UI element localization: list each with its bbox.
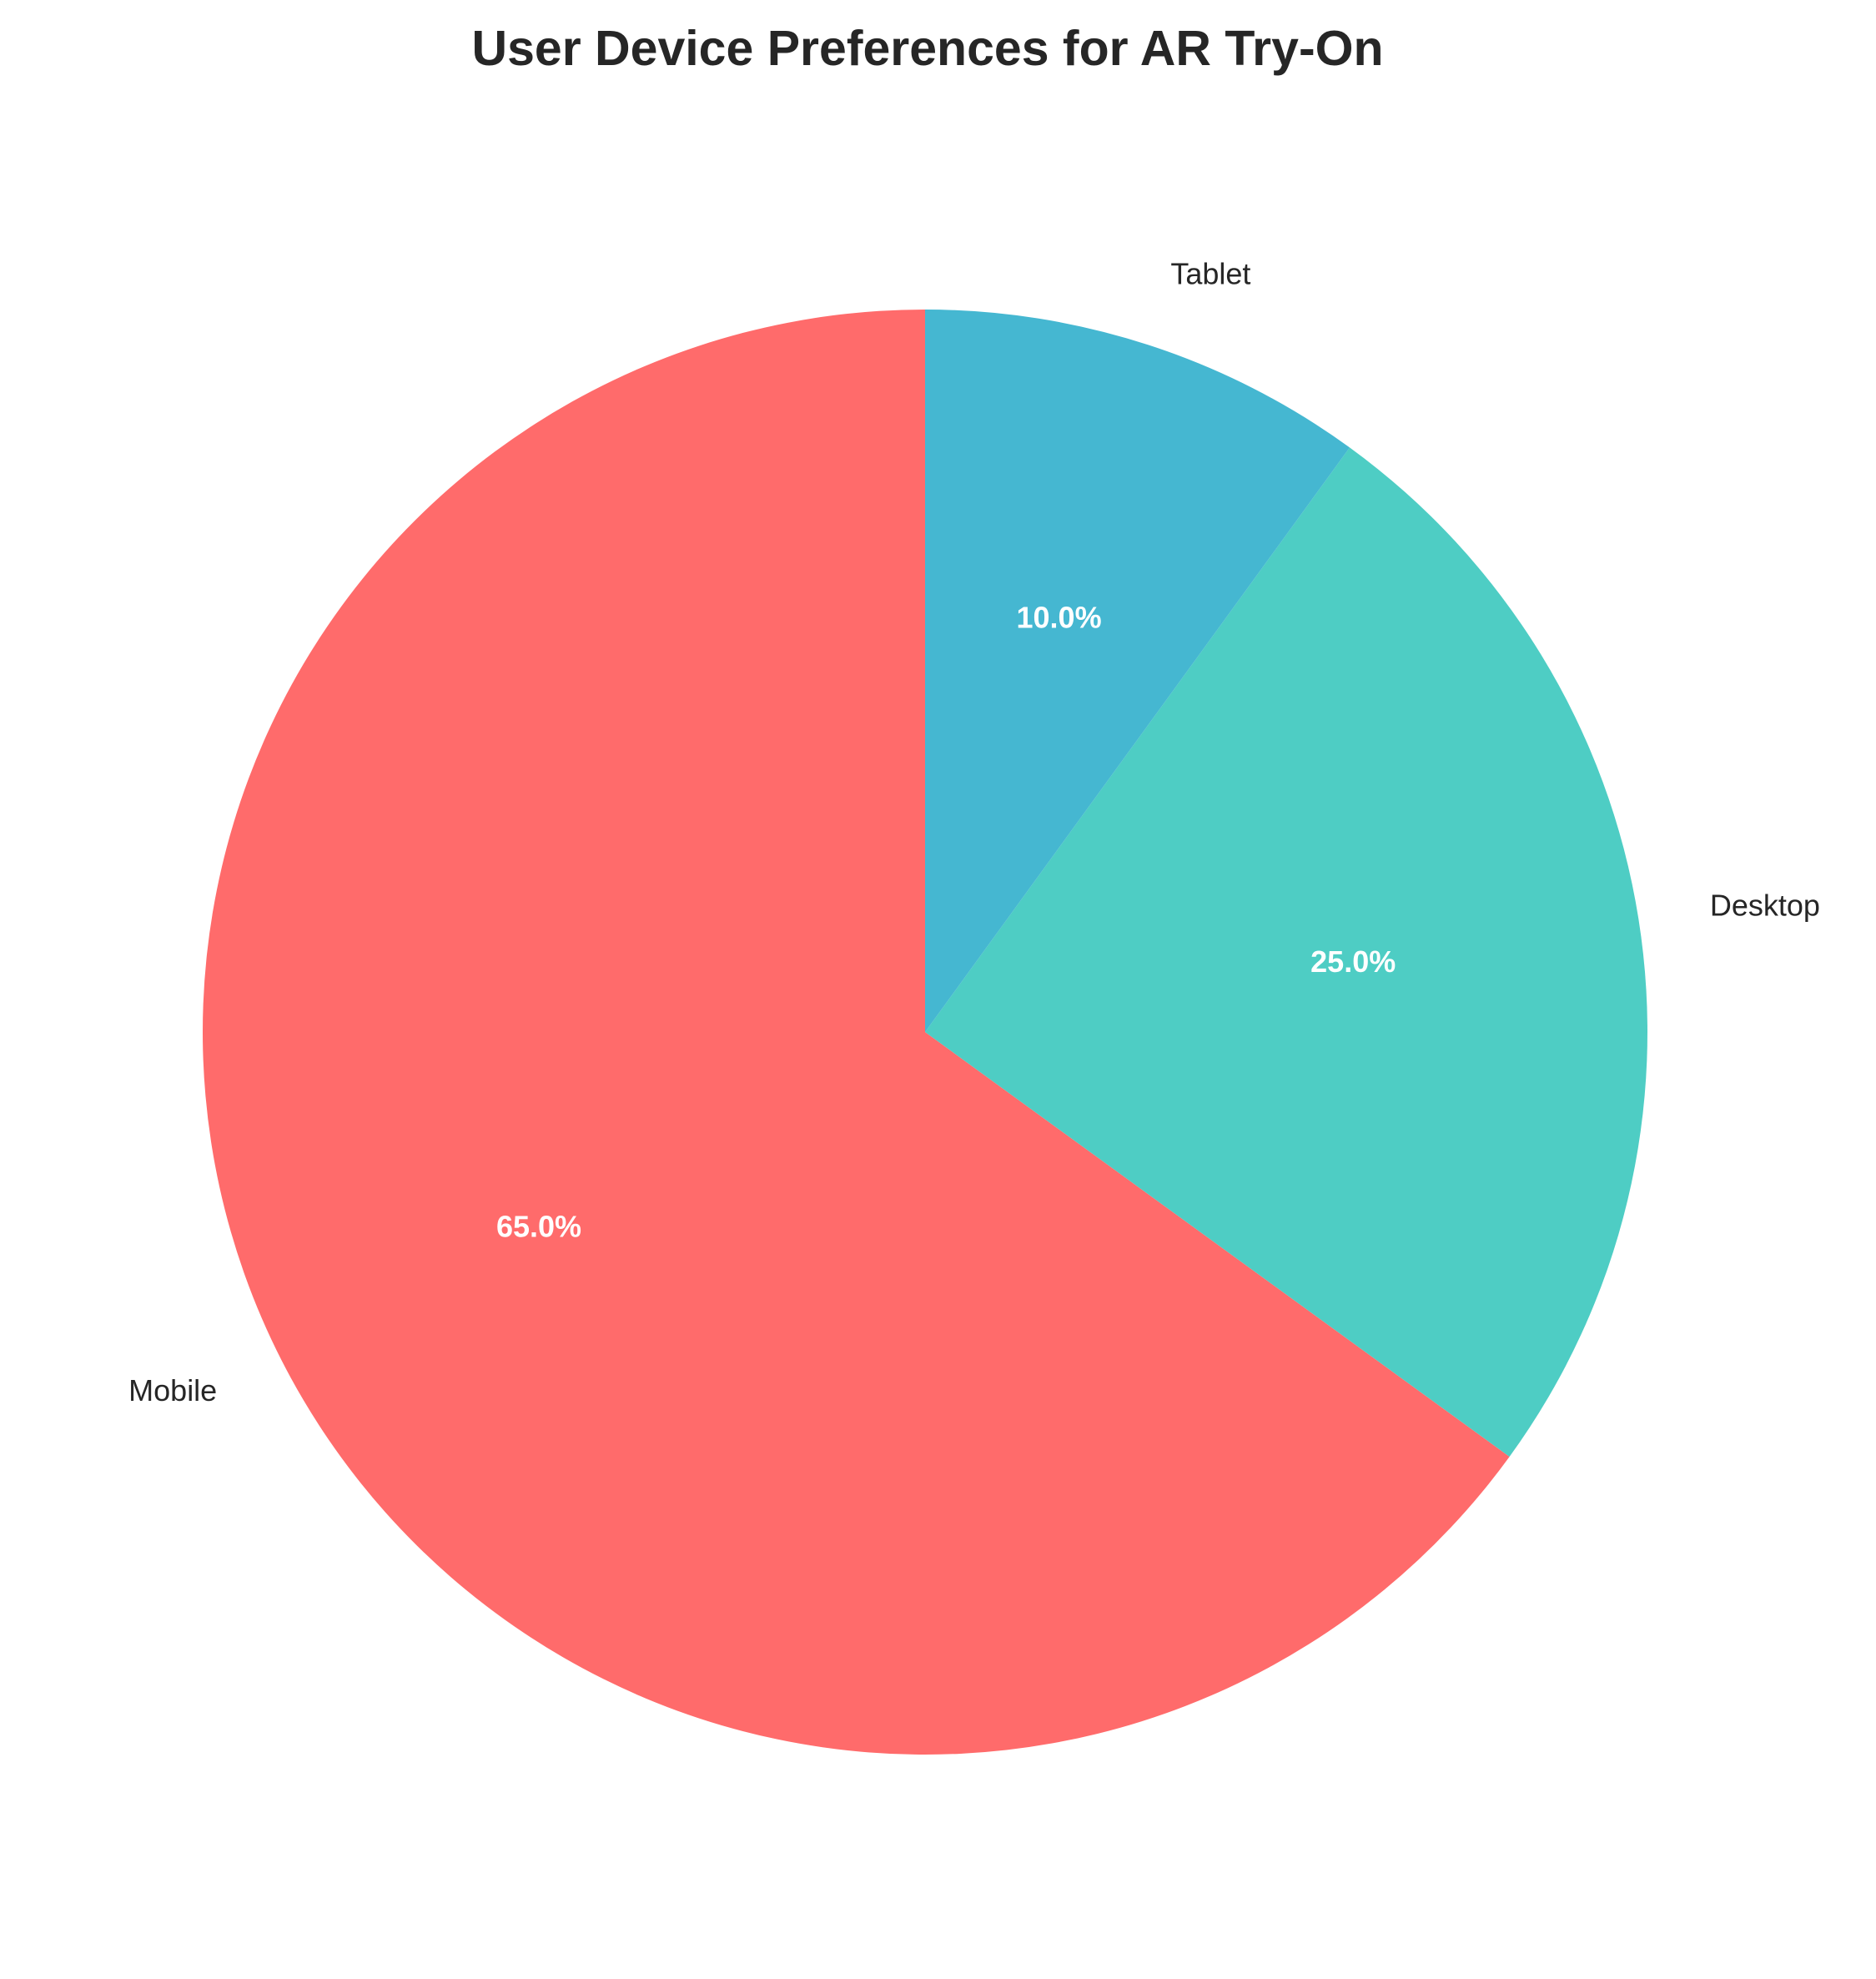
pie-slice-mobile <box>202 310 1510 1755</box>
slice-label-tablet: Tablet <box>1170 257 1250 291</box>
percent-label-mobile: 65.0% <box>496 1209 581 1243</box>
percent-label-tablet: 10.0% <box>1017 600 1102 634</box>
slice-label-mobile: Mobile <box>128 1373 217 1407</box>
pie-slice-desktop <box>925 447 1647 1458</box>
percent-label-desktop: 25.0% <box>1310 944 1396 979</box>
pie-labels: Mobile 65.0% Desktop 25.0% Tablet 10.0% <box>128 257 1820 1407</box>
chart-title: User Device Preferences for AR Try-On <box>471 21 1383 76</box>
pie-slice-tablet <box>925 310 1350 1032</box>
pie-slices <box>202 310 1647 1755</box>
slice-label-desktop: Desktop <box>1710 888 1820 922</box>
